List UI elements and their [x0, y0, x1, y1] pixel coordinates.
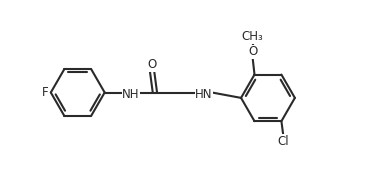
Text: HN: HN [195, 88, 213, 100]
Text: Cl: Cl [277, 135, 289, 148]
Text: O: O [147, 58, 156, 71]
Text: O: O [248, 46, 257, 58]
Text: F: F [42, 86, 49, 99]
Text: CH₃: CH₃ [242, 30, 263, 43]
Text: NH: NH [122, 88, 139, 100]
